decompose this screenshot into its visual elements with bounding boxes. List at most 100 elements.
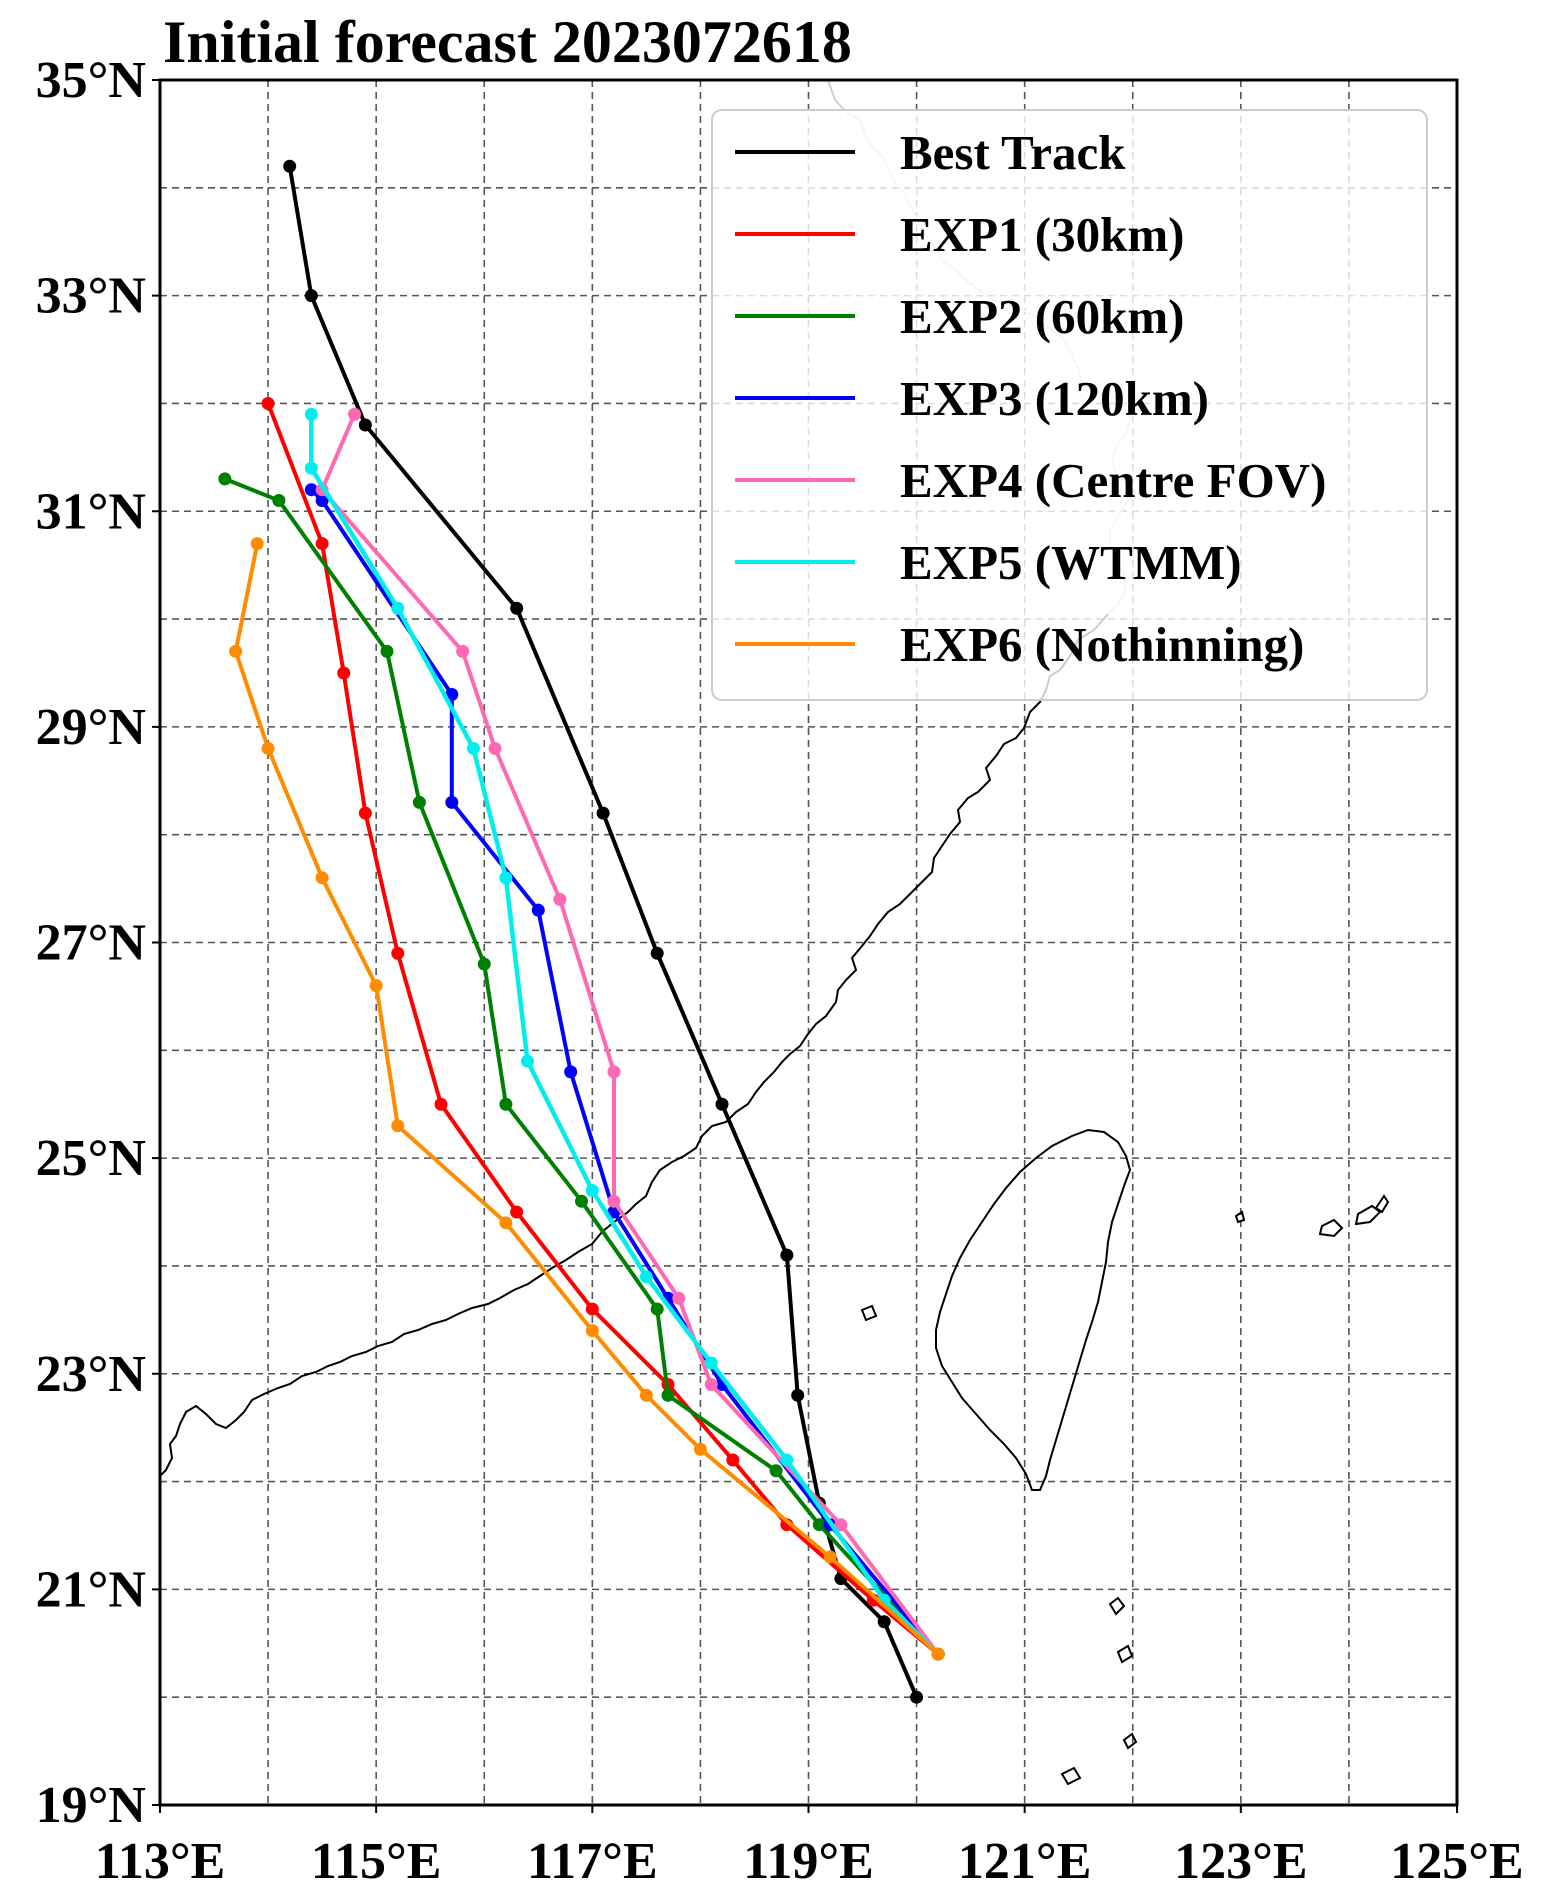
track-point xyxy=(358,418,372,432)
track-point xyxy=(780,1248,794,1262)
y-tick-label: 29°N xyxy=(36,699,146,756)
track-point xyxy=(650,946,664,960)
track-point xyxy=(315,537,329,551)
x-tick-label: 123°E xyxy=(1174,1833,1307,1888)
track-point xyxy=(283,159,297,173)
x-tick-label: 113°E xyxy=(95,1833,226,1888)
legend-box xyxy=(711,109,1428,701)
track-point xyxy=(358,806,372,820)
track-point xyxy=(391,601,405,615)
track-point xyxy=(661,1388,675,1402)
track-point xyxy=(812,1518,826,1532)
island-5 xyxy=(1116,1644,1134,1664)
track-point xyxy=(704,1378,718,1392)
track-point xyxy=(791,1388,805,1402)
track-point xyxy=(304,407,318,421)
track-point xyxy=(564,1065,578,1079)
island-6 xyxy=(1122,1732,1138,1750)
island-2 xyxy=(1354,1204,1382,1226)
x-tick-label: 125°E xyxy=(1390,1833,1523,1888)
track-point xyxy=(575,1194,589,1208)
track-point xyxy=(910,1690,924,1704)
island-4 xyxy=(1108,1596,1126,1616)
track-point xyxy=(304,289,318,303)
track-point xyxy=(704,1356,718,1370)
track-point xyxy=(639,1388,653,1402)
track-point xyxy=(650,1302,664,1316)
series-2 xyxy=(261,396,945,1661)
track-point xyxy=(304,483,318,497)
y-tick-label: 35°N xyxy=(36,52,146,109)
y-tick-label: 19°N xyxy=(36,1777,146,1834)
x-tick-label: 119°E xyxy=(743,1833,874,1888)
track-point xyxy=(585,1302,599,1316)
track-point xyxy=(823,1550,837,1564)
legend: Best Track EXP1 (30km) EXP2 (60km) EXP3 (12… xyxy=(711,109,1428,701)
legend-label: EXP6 (Nothinning) xyxy=(900,617,1304,672)
track-point xyxy=(488,741,502,755)
series-line xyxy=(309,414,940,1656)
track-point xyxy=(607,1194,621,1208)
chart-title: Initial forecast 2023072618 xyxy=(163,9,852,75)
legend-label: EXP4 (Centre FOV) xyxy=(900,453,1326,508)
track-point xyxy=(261,396,275,410)
track-point xyxy=(229,644,243,658)
track-point xyxy=(250,537,264,551)
x-tick-label: 121°E xyxy=(958,1833,1091,1888)
track-point xyxy=(445,795,459,809)
track-point xyxy=(672,1291,686,1305)
track-point xyxy=(369,979,383,993)
series-7 xyxy=(229,537,945,1661)
track-point xyxy=(391,946,405,960)
y-tick-label: 31°N xyxy=(36,483,146,540)
track-point xyxy=(272,493,286,507)
track-point xyxy=(780,1453,794,1467)
taiwan-coast xyxy=(935,1128,1132,1491)
x-tick-label: 115°E xyxy=(311,1833,442,1888)
y-tick-label: 21°N xyxy=(36,1561,146,1618)
series-line xyxy=(224,477,940,1656)
island-8 xyxy=(1234,1210,1246,1224)
y-tick-label: 23°N xyxy=(36,1346,146,1403)
china-mainland-coast xyxy=(160,613,1109,1477)
track-point xyxy=(261,741,275,755)
track-point xyxy=(315,871,329,885)
island-9 xyxy=(860,1304,878,1322)
track-point xyxy=(877,1615,891,1629)
y-tick-label: 33°N xyxy=(36,268,146,325)
track-point xyxy=(931,1647,945,1661)
track-point xyxy=(726,1453,740,1467)
series-6 xyxy=(304,407,945,1661)
track-point xyxy=(834,1518,848,1532)
legend-label: EXP5 (WTMM) xyxy=(900,535,1242,590)
track-point xyxy=(304,461,318,475)
x-tick-label: 117°E xyxy=(527,1833,658,1888)
track-point xyxy=(585,1183,599,1197)
track-point xyxy=(510,601,524,615)
track-point xyxy=(585,1324,599,1338)
island-7 xyxy=(1060,1766,1082,1786)
legend-label: EXP1 (30km) xyxy=(900,207,1184,262)
track-point xyxy=(412,795,426,809)
track-point xyxy=(769,1464,783,1478)
track-point xyxy=(693,1442,707,1456)
track-point xyxy=(607,1065,621,1079)
y-tick-label: 27°N xyxy=(36,915,146,972)
track-point xyxy=(596,806,610,820)
track-point xyxy=(348,407,362,421)
track-point xyxy=(315,493,329,507)
legend-label: EXP2 (60km) xyxy=(900,289,1184,344)
track-point xyxy=(466,741,480,755)
track-point xyxy=(553,892,567,906)
track-point xyxy=(499,1097,513,1111)
track-point xyxy=(337,666,351,680)
track-point xyxy=(218,472,232,486)
axis-ticks: 113°E 115°E 117°E 119°E 121°E 123°E 125°E 19°N 2… xyxy=(36,52,1524,1888)
track-point xyxy=(391,1119,405,1133)
island-3 xyxy=(1374,1194,1390,1214)
legend-label: EXP3 (120km) xyxy=(900,371,1209,426)
track-point xyxy=(531,903,545,917)
track-point xyxy=(520,1054,534,1068)
track-point xyxy=(639,1270,653,1284)
